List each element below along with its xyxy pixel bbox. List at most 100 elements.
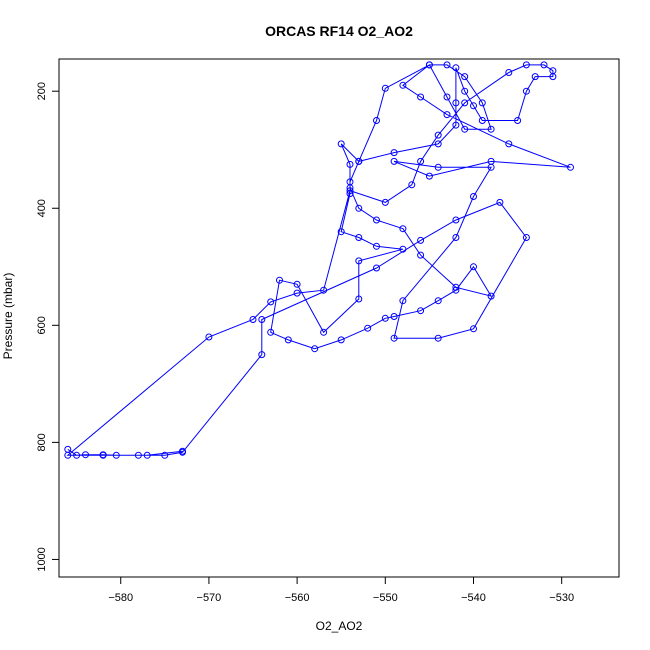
y-tick-label: 400 (36, 199, 48, 217)
data-point (112, 451, 120, 459)
data-point (452, 121, 460, 129)
data-point (452, 216, 460, 224)
data-point (531, 73, 539, 81)
data-point (434, 140, 442, 148)
data-point (487, 292, 495, 300)
data-point (399, 245, 407, 253)
data-point (514, 117, 522, 124)
data-point (311, 345, 319, 353)
data-point (82, 451, 89, 459)
data-point (452, 283, 460, 291)
data-point (390, 157, 398, 165)
data-point (320, 328, 328, 336)
data-point (417, 93, 425, 101)
data-point (434, 334, 442, 342)
data-point (64, 451, 72, 459)
data-point (425, 172, 433, 180)
data-point (258, 316, 266, 323)
y-tick-label: 200 (36, 82, 48, 100)
x-tick-label: −530 (549, 592, 574, 604)
data-point (522, 234, 530, 241)
data-point (496, 198, 504, 206)
data-point (284, 336, 292, 344)
data-point (461, 87, 469, 95)
data-point (567, 163, 574, 171)
data-point (143, 451, 151, 459)
data-point (355, 295, 363, 303)
data-point (179, 447, 186, 455)
x-tick-label: −560 (285, 592, 310, 604)
data-point (461, 99, 469, 107)
data-point (337, 228, 345, 236)
data-point (461, 125, 469, 133)
data-point (390, 313, 398, 320)
data-point (478, 117, 486, 124)
data-point (434, 131, 442, 139)
data-point (487, 157, 495, 165)
data-point (399, 297, 407, 305)
data-point (346, 187, 354, 195)
data-point (417, 307, 425, 315)
data-point (320, 286, 328, 294)
data-point (425, 61, 433, 69)
data-point (99, 451, 107, 459)
data-point (355, 234, 363, 241)
x-tick-label: −570 (197, 592, 222, 604)
plot-frame (58, 58, 620, 578)
data-point (390, 149, 398, 157)
data-point (276, 276, 283, 284)
x-axis-label: O2_AO2 (316, 619, 363, 633)
data-point (434, 163, 442, 171)
y-tick-label: 600 (36, 316, 48, 334)
y-axis-label: Pressure (mbar) (1, 273, 15, 360)
data-point (452, 99, 460, 107)
chart-title: ORCAS RF14 O2_AO2 (265, 23, 413, 39)
data-point (452, 64, 460, 72)
data-point (522, 61, 530, 69)
data-point (355, 257, 363, 265)
series-layer (64, 61, 574, 459)
data-point (399, 81, 407, 89)
data-point (470, 325, 477, 333)
data-point (346, 184, 354, 192)
data-point (461, 73, 469, 81)
data-point (249, 316, 257, 323)
data-point (205, 333, 213, 341)
y-axis: 200 400 600 800 1000 (36, 82, 59, 572)
data-point (373, 216, 380, 224)
data-point (381, 198, 389, 206)
data-point (399, 225, 407, 233)
data-point (134, 451, 142, 459)
data-point (355, 204, 363, 212)
data-point (443, 111, 451, 119)
data-point (267, 298, 275, 306)
y-tick-label: 800 (36, 433, 48, 451)
data-point (355, 157, 363, 165)
data-point (522, 87, 530, 95)
data-point (470, 102, 477, 110)
x-tick-label: −550 (373, 592, 398, 604)
x-tick-label: −580 (108, 592, 133, 604)
data-point (381, 314, 389, 322)
data-point (364, 324, 372, 332)
data-point (478, 99, 486, 107)
data-point (408, 181, 416, 189)
data-point (267, 328, 275, 336)
data-point (505, 69, 513, 76)
data-point (161, 451, 169, 459)
y-tick-label: 1000 (36, 547, 48, 571)
data-point (293, 280, 301, 288)
data-point (381, 84, 389, 92)
data-point (549, 67, 557, 75)
series-line (66, 64, 571, 456)
data-point (443, 93, 451, 101)
data-point (540, 61, 548, 69)
data-point (293, 289, 301, 297)
data-point (346, 160, 354, 168)
data-point (258, 351, 266, 359)
data-point (470, 193, 477, 200)
data-point (434, 297, 442, 305)
x-tick-label: −540 (461, 592, 486, 604)
data-point (443, 61, 451, 69)
